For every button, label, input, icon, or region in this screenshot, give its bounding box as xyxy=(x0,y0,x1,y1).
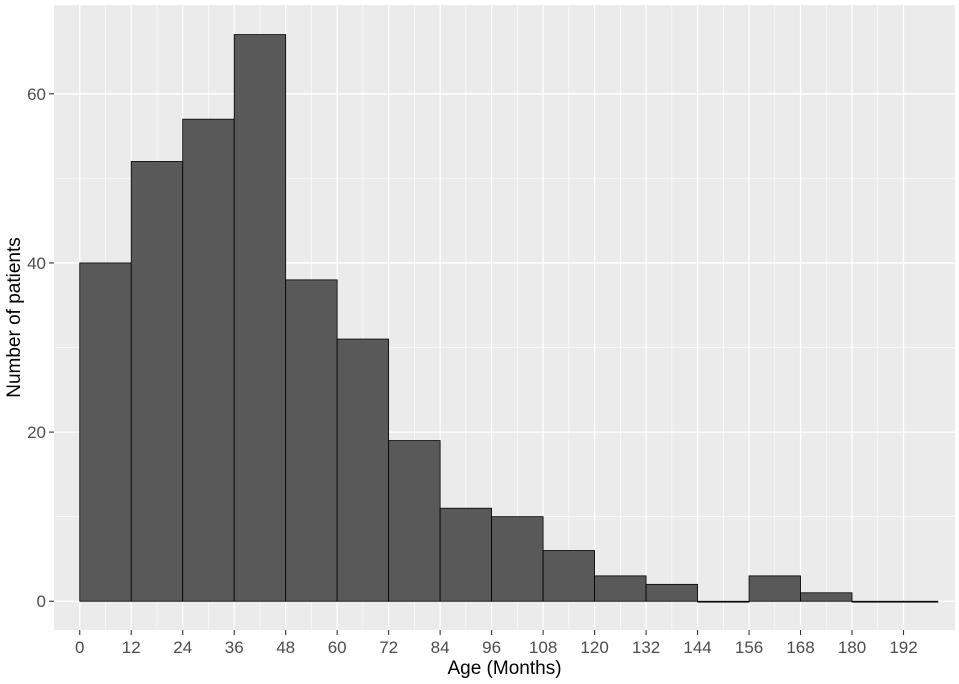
y-axis-ticks: 0 20 40 60 xyxy=(27,85,54,611)
histogram-bar xyxy=(388,440,441,602)
histogram-bar xyxy=(903,600,939,603)
histogram-bar xyxy=(491,516,544,602)
x-tick-label: 72 xyxy=(379,638,398,657)
y-tick-label: 0 xyxy=(37,592,46,611)
minor-gridlines xyxy=(54,5,955,630)
x-tick-label: 24 xyxy=(173,638,192,657)
x-tick-label: 192 xyxy=(889,638,917,657)
histogram-bar xyxy=(233,34,287,602)
y-tick-label: 60 xyxy=(27,85,46,104)
histogram-bar xyxy=(336,338,390,602)
x-tick-label: 12 xyxy=(122,638,141,657)
histogram-bar xyxy=(851,600,904,603)
x-axis-title: Age (Months) xyxy=(447,658,561,679)
x-tick-label: 132 xyxy=(632,638,660,657)
x-tick-label: 96 xyxy=(482,638,501,657)
x-tick-label: 156 xyxy=(735,638,763,657)
x-tick-label: 108 xyxy=(529,638,557,657)
histogram-bar xyxy=(79,262,132,602)
histogram-bar xyxy=(439,507,493,602)
histogram-bar xyxy=(697,600,750,603)
x-tick-label: 120 xyxy=(580,638,608,657)
x-tick-label: 60 xyxy=(328,638,347,657)
histogram-bar xyxy=(285,279,338,602)
y-axis-title: Number of patients xyxy=(4,237,25,398)
histogram-bar xyxy=(182,118,235,602)
y-tick-label: 20 xyxy=(27,423,46,442)
histogram-bar xyxy=(748,575,801,602)
x-axis-ticks: 0 12 24 36 48 60 72 84 96 108 120 132 144 156 168 180 19… xyxy=(75,630,918,657)
x-tick-label: 48 xyxy=(276,638,295,657)
histogram-bar xyxy=(594,575,647,602)
histogram-bar xyxy=(542,550,595,602)
histogram-bar xyxy=(645,583,698,602)
histogram-bars xyxy=(79,34,939,603)
x-tick-label: 180 xyxy=(838,638,866,657)
histogram-bar xyxy=(130,161,184,602)
y-tick-label: 40 xyxy=(27,254,46,273)
histogram-bar xyxy=(800,592,853,602)
x-tick-label: 0 xyxy=(75,638,84,657)
x-tick-label: 144 xyxy=(683,638,711,657)
x-tick-label: 84 xyxy=(431,638,450,657)
x-tick-label: 168 xyxy=(786,638,814,657)
x-tick-label: 36 xyxy=(225,638,244,657)
